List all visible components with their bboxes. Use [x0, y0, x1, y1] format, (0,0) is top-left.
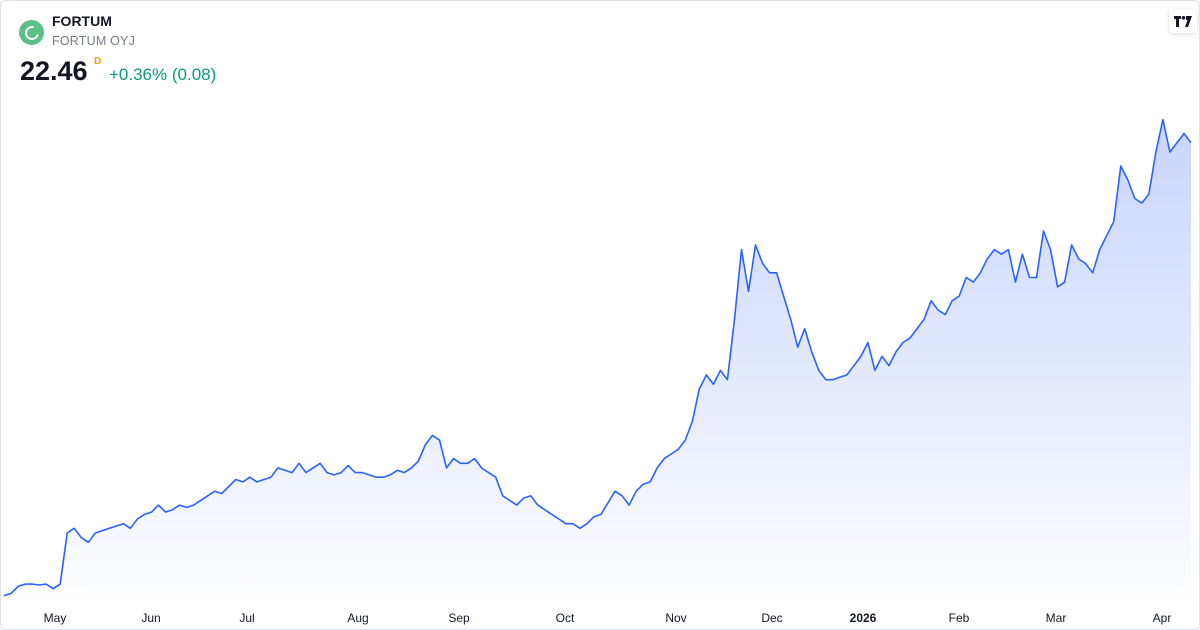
price-line: [3, 118, 1192, 597]
x-tick-label: Jul: [239, 611, 254, 625]
tradingview-logo-icon[interactable]: [1169, 9, 1197, 33]
symbol-description: FORTUM OYJ: [52, 34, 136, 48]
price-area-fill: [4, 119, 1191, 606]
x-tick-label: Dec: [761, 611, 782, 625]
price-change: +0.36% (0.08): [109, 65, 217, 84]
x-tick-label: May: [44, 611, 67, 625]
x-tick-label: Sep: [448, 611, 470, 625]
x-tick-label: 2026: [850, 611, 877, 625]
symbol-name[interactable]: FORTUM: [52, 13, 112, 29]
x-axis: May Jun Jul Aug Sep Oct Nov Dec 2026 Feb…: [44, 611, 1172, 625]
x-tick-label: Apr: [1153, 611, 1172, 625]
fortum-logo-icon: [19, 20, 44, 45]
last-price: 22.46: [20, 56, 88, 86]
x-tick-label: Jun: [141, 611, 160, 625]
interval-badge: D: [94, 56, 102, 67]
x-tick-label: Nov: [665, 611, 686, 625]
x-tick-label: Aug: [347, 611, 368, 625]
x-tick-label: Oct: [556, 611, 575, 625]
x-tick-label: Mar: [1046, 611, 1067, 625]
x-tick-label: Feb: [949, 611, 970, 625]
